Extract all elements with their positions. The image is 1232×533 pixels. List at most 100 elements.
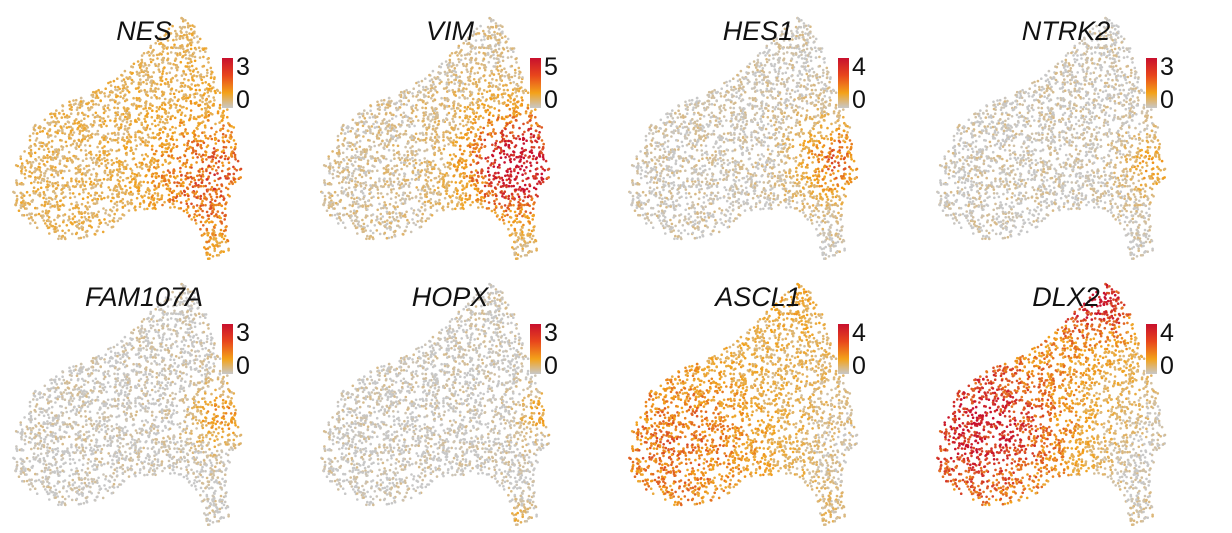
cell-point bbox=[396, 136, 399, 140]
cell-point bbox=[157, 107, 161, 111]
cell-point bbox=[379, 192, 383, 195]
cell-point bbox=[438, 82, 441, 85]
cell-point bbox=[105, 136, 109, 140]
cell-point bbox=[146, 78, 149, 81]
cell-point bbox=[168, 106, 172, 110]
cell-point bbox=[405, 225, 408, 229]
cell-point bbox=[204, 50, 207, 53]
cell-point bbox=[518, 185, 522, 189]
cell-point bbox=[468, 194, 472, 197]
cell-point bbox=[544, 159, 548, 163]
cell-point bbox=[520, 80, 523, 84]
cell-point bbox=[114, 138, 117, 142]
cell-point bbox=[522, 199, 525, 203]
cell-point bbox=[23, 176, 27, 180]
cell-point bbox=[531, 218, 534, 221]
cell-point bbox=[180, 74, 184, 77]
cell-point bbox=[141, 140, 144, 143]
cell-point bbox=[386, 124, 389, 128]
cell-point bbox=[366, 111, 369, 115]
cell-point bbox=[233, 153, 237, 157]
cell-point bbox=[62, 220, 65, 224]
cell-point bbox=[42, 190, 46, 194]
cell-point bbox=[214, 237, 218, 240]
cell-point bbox=[151, 90, 155, 93]
cell-point bbox=[215, 244, 219, 247]
cell-point bbox=[74, 98, 78, 102]
cell-point bbox=[104, 209, 108, 212]
cell-point bbox=[71, 161, 74, 164]
cell-point bbox=[448, 68, 451, 72]
cell-point bbox=[411, 119, 415, 123]
cell-point bbox=[474, 39, 478, 42]
cell-point bbox=[81, 138, 84, 142]
cell-point bbox=[146, 144, 149, 147]
cell-point bbox=[413, 166, 417, 170]
cell-point bbox=[138, 202, 142, 206]
cell-point bbox=[390, 113, 394, 116]
cell-point bbox=[76, 225, 79, 229]
cell-point bbox=[92, 197, 96, 200]
cell-point bbox=[151, 144, 154, 148]
cell-point bbox=[510, 75, 514, 79]
cell-point bbox=[527, 250, 531, 254]
cell-point bbox=[167, 188, 170, 191]
cell-point bbox=[474, 142, 477, 146]
cell-point bbox=[210, 220, 213, 223]
cell-point bbox=[354, 160, 357, 164]
cell-point bbox=[388, 126, 392, 129]
cell-point bbox=[176, 157, 179, 160]
cell-point bbox=[194, 210, 198, 213]
cell-point bbox=[456, 189, 459, 193]
cell-point bbox=[135, 144, 138, 147]
cell-point bbox=[198, 153, 201, 156]
cell-point bbox=[477, 117, 480, 121]
cell-point bbox=[452, 153, 456, 156]
cell-point bbox=[23, 203, 27, 206]
cell-point bbox=[98, 222, 102, 225]
cell-point bbox=[179, 44, 182, 48]
cell-point bbox=[58, 234, 61, 238]
cell-point bbox=[485, 181, 489, 185]
cell-point bbox=[113, 106, 116, 110]
cell-point bbox=[205, 145, 209, 149]
cell-point bbox=[119, 91, 122, 94]
cell-point bbox=[408, 181, 412, 185]
cell-point bbox=[412, 164, 415, 168]
cell-point bbox=[179, 166, 182, 170]
cell-point bbox=[353, 197, 356, 201]
cell-point bbox=[534, 129, 538, 132]
cell-point bbox=[369, 129, 372, 133]
cell-point bbox=[33, 167, 37, 170]
cell-point bbox=[66, 116, 69, 119]
cell-point bbox=[217, 166, 220, 169]
cell-point bbox=[65, 114, 69, 117]
cell-point bbox=[198, 37, 202, 41]
cell-point bbox=[108, 93, 111, 97]
cell-point bbox=[445, 172, 448, 175]
cell-point bbox=[182, 33, 186, 37]
cell-point bbox=[454, 207, 457, 211]
cell-point bbox=[398, 158, 402, 162]
cell-point bbox=[205, 210, 209, 214]
cell-point bbox=[342, 139, 346, 142]
cell-point bbox=[59, 125, 62, 128]
cell-point bbox=[103, 218, 106, 221]
cell-point bbox=[342, 178, 345, 181]
cell-point bbox=[132, 157, 136, 160]
cell-point bbox=[469, 130, 473, 134]
cell-point bbox=[417, 199, 421, 203]
cell-point bbox=[542, 142, 545, 146]
cell-point bbox=[427, 118, 430, 121]
cell-point bbox=[134, 163, 138, 166]
cell-point bbox=[41, 129, 44, 133]
cell-point bbox=[34, 159, 38, 162]
cell-point bbox=[126, 117, 129, 121]
cell-point bbox=[120, 79, 124, 83]
cell-point bbox=[189, 145, 192, 149]
cell-point bbox=[145, 115, 149, 119]
cell-point bbox=[492, 128, 495, 131]
cell-point bbox=[540, 126, 544, 129]
cell-point bbox=[481, 116, 485, 120]
cell-point bbox=[197, 185, 200, 189]
